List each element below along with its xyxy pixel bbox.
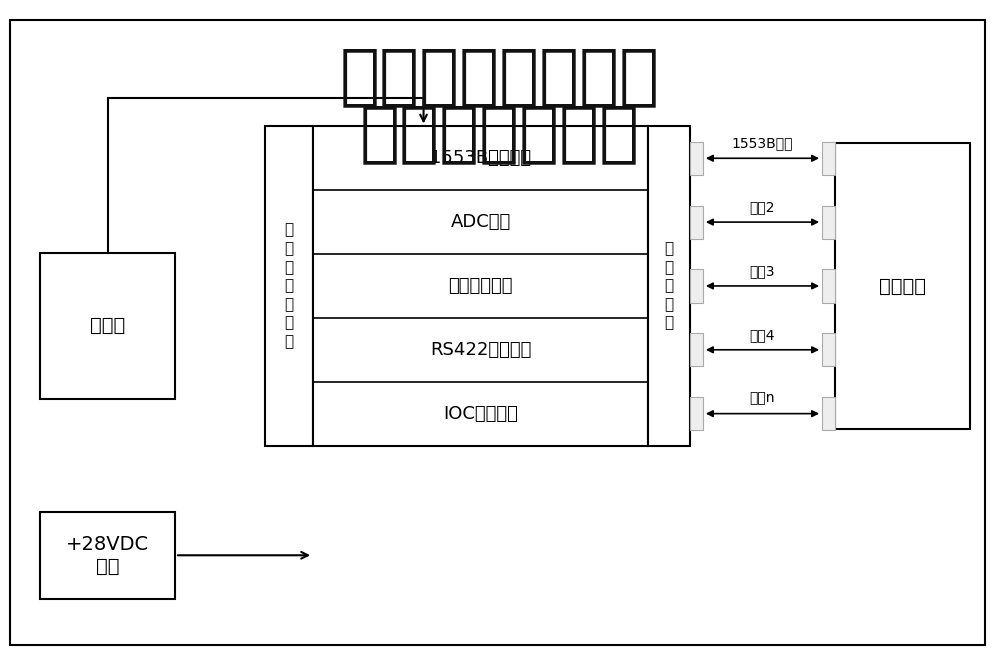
- Bar: [690, 269, 703, 303]
- Bar: [822, 269, 835, 303]
- Text: 1553B通讯板卡: 1553B通讯板卡: [430, 149, 531, 168]
- Text: 便携式测试设备: 便携式测试设备: [360, 100, 640, 166]
- Bar: [265, 126, 313, 446]
- Bar: [690, 397, 703, 430]
- Bar: [690, 333, 703, 366]
- Bar: [835, 143, 970, 429]
- Text: 计
算
机
背
板
总
线: 计 算 机 背 板 总 线: [284, 223, 294, 349]
- Bar: [40, 253, 175, 399]
- Bar: [690, 142, 703, 175]
- Text: 电缆2: 电缆2: [750, 200, 775, 214]
- Bar: [822, 397, 835, 430]
- Bar: [40, 512, 175, 599]
- Text: IOC功能板卡: IOC功能板卡: [443, 404, 518, 423]
- Text: RS422通讯板卡: RS422通讯板卡: [430, 340, 531, 359]
- Text: 1553B总线: 1553B总线: [732, 136, 793, 150]
- Text: ADC板卡: ADC板卡: [450, 213, 511, 231]
- Text: +28VDC
电源: +28VDC 电源: [66, 535, 149, 576]
- Text: 被测设备: 被测设备: [879, 277, 926, 295]
- Bar: [822, 142, 835, 175]
- Text: 运载火箭飞控系统: 运载火箭飞控系统: [340, 43, 660, 110]
- Text: 指令采集板卡: 指令采集板卡: [448, 277, 513, 295]
- Text: 电缆n: 电缆n: [750, 392, 775, 406]
- Bar: [648, 126, 690, 446]
- Bar: [822, 205, 835, 239]
- Text: 电缆4: 电缆4: [750, 328, 775, 342]
- Bar: [313, 126, 648, 446]
- Text: 接
插
件
系
统: 接 插 件 系 统: [664, 241, 674, 331]
- Text: 电缆3: 电缆3: [750, 264, 775, 278]
- Bar: [690, 205, 703, 239]
- Bar: [822, 333, 835, 366]
- Text: 触摸屏: 触摸屏: [90, 317, 125, 335]
